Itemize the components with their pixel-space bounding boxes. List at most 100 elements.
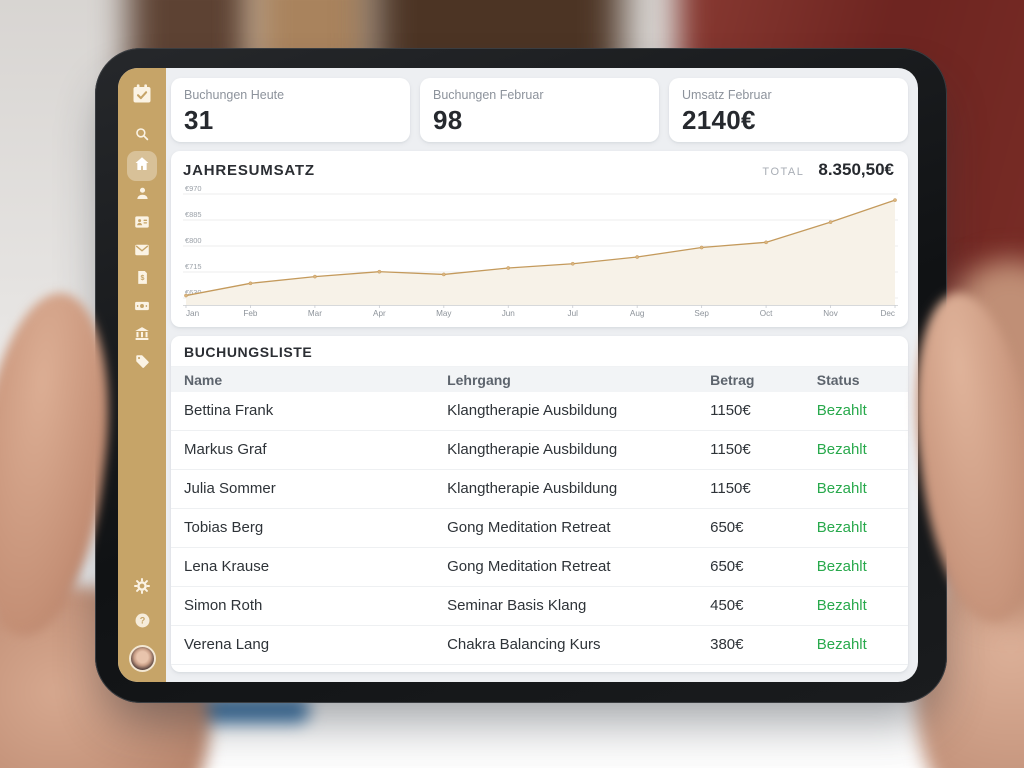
stat-card-bookings-month: Buchungen Februar 98: [420, 78, 659, 142]
svg-text:Sep: Sep: [694, 309, 709, 318]
sidebar-item-settings[interactable]: [127, 575, 157, 601]
booking-name: Bettina Frank: [184, 402, 274, 419]
svg-text:Feb: Feb: [243, 309, 258, 318]
booking-amount: 1150€: [710, 402, 751, 419]
stat-label: Buchungen Heute: [184, 88, 285, 102]
profile-avatar[interactable]: [128, 645, 156, 672]
booking-amount: 380€: [710, 636, 744, 653]
booking-status: Bezahlt: [816, 480, 867, 497]
table-header-row: Name Lehrgang Betrag Status: [171, 367, 908, 392]
chart-total: TOTAL 8.350,50€: [762, 160, 894, 180]
gear-icon: [133, 577, 151, 600]
booking-course: Klangtherapie Ausbildung: [447, 402, 618, 419]
booking-course: Chakra Balancing Kurs: [447, 636, 601, 653]
svg-text:Mar: Mar: [308, 309, 322, 318]
booking-course: Klangtherapie Ausbildung: [447, 480, 618, 497]
stat-value: 2140€: [682, 105, 756, 135]
bank-icon: [133, 325, 151, 348]
total-label: TOTAL: [762, 166, 805, 178]
sidebar-item-contacts[interactable]: [127, 211, 157, 237]
booking-status: Bezahlt: [816, 402, 867, 419]
stat-label: Umsatz Februar: [682, 88, 772, 102]
sidebar-item-invoices[interactable]: $: [127, 267, 157, 293]
booking-amount: 1150€: [710, 441, 751, 458]
sidebar-item-mail[interactable]: [127, 239, 157, 265]
svg-text:€885: €885: [185, 210, 202, 219]
tablet-device: $: [95, 48, 947, 703]
sidebar-item-tags[interactable]: [127, 351, 157, 377]
booking-status: Bezahlt: [816, 597, 867, 614]
table-row[interactable]: Julia Sommer Klangtherapie Ausbildung 1150…: [171, 470, 908, 509]
booking-name: Simon Roth: [184, 597, 263, 614]
chart-plot: €630 €715 €800 €885 €970 Jan Feb Mar Apr May Jun Ju…: [183, 185, 898, 325]
contact-card-icon: [133, 213, 151, 236]
svg-text:Apr: Apr: [373, 309, 386, 318]
booking-course: Klangtherapie Ausbildung: [447, 441, 618, 458]
booking-course: Gong Meditation Retreat: [447, 519, 611, 536]
booking-amount: 1150€: [710, 480, 751, 497]
table-row[interactable]: Bettina Frank Klangtherapie Ausbildung 115…: [171, 392, 908, 431]
svg-text:?: ?: [139, 616, 145, 626]
revenue-area-chart: €630 €715 €800 €885 €970 Jan Feb Mar Apr May Jun Ju…: [183, 185, 898, 318]
booking-status: Bezahlt: [816, 441, 867, 458]
sidebar-item-search[interactable]: [127, 123, 157, 149]
svg-text:Nov: Nov: [823, 309, 838, 318]
sidebar-bottom: ?: [127, 575, 157, 672]
calendar-check-logo-icon[interactable]: [129, 81, 155, 107]
booking-amount: 650€: [710, 519, 744, 536]
booking-name: Tobias Berg: [184, 519, 264, 536]
booking-name: Julia Sommer: [184, 480, 276, 497]
banknote-icon: [133, 297, 151, 320]
svg-text:$: $: [140, 274, 144, 282]
booking-table-body: Bettina Frank Klangtherapie Ausbildung 115…: [171, 392, 908, 672]
column-header-course: Lehrgang: [447, 371, 511, 388]
stat-value: 98: [433, 105, 463, 135]
svg-text:Aug: Aug: [630, 309, 645, 318]
stat-label: Buchungen Februar: [433, 88, 544, 102]
invoice-icon: $: [134, 269, 151, 291]
svg-text:Oct: Oct: [760, 309, 773, 318]
user-icon: [134, 185, 151, 207]
stat-card-bookings-today: Buchungen Heute 31: [171, 78, 410, 142]
booking-list-card: BUCHUNGSLISTE Name Lehrgang Betrag Statu…: [171, 336, 908, 672]
chart-header: JAHRESUMSATZ TOTAL 8.350,50€: [183, 160, 898, 180]
booking-name: Lena Krause: [184, 558, 270, 575]
booking-amount: 450€: [710, 597, 744, 614]
sidebar-item-help[interactable]: ?: [127, 610, 157, 636]
booking-course: Gong Meditation Retreat: [447, 558, 611, 575]
booking-status: Bezahlt: [816, 636, 867, 653]
column-header-amount: Betrag: [710, 371, 755, 388]
table-row[interactable]: Tobias Berg Gong Meditation Retreat 650€ Be…: [171, 509, 908, 548]
chart-title: JAHRESUMSATZ: [183, 162, 315, 179]
booking-name: Markus Graf: [184, 441, 267, 458]
column-header-status: Status: [816, 371, 860, 388]
svg-text:€630: €630: [185, 288, 202, 297]
column-header-name: Name: [184, 371, 223, 388]
sidebar-item-bank[interactable]: [127, 323, 157, 349]
booking-name: Verena Lang: [184, 636, 270, 653]
booking-status: Bezahlt: [816, 558, 867, 575]
mail-icon: [133, 241, 151, 264]
stat-cards-row: Buchungen Heute 31 Buchungen Februar 98 …: [171, 78, 908, 142]
total-value: 8.350,50€: [818, 160, 894, 179]
dashboard-main: Buchungen Heute 31 Buchungen Februar 98 …: [166, 68, 918, 682]
table-title: BUCHUNGSLISTE: [171, 336, 908, 367]
table-row[interactable]: Verena Lang Chakra Balancing Kurs 380€ Beza…: [171, 626, 908, 665]
svg-text:Jul: Jul: [568, 309, 579, 318]
sidebar-item-home[interactable]: [127, 151, 157, 181]
table-row[interactable]: Markus Graf Klangtherapie Ausbildung 1150€…: [171, 431, 908, 470]
sidebar-item-clients[interactable]: [127, 183, 157, 209]
search-icon: [133, 125, 151, 148]
booking-status: Bezahlt: [816, 519, 867, 536]
tag-icon: [134, 353, 151, 375]
stat-value: 31: [184, 105, 214, 135]
svg-text:Jan: Jan: [186, 309, 200, 318]
sidebar-item-payments[interactable]: [127, 295, 157, 321]
table-row[interactable]: Lena Krause Gong Meditation Retreat 650€ Be…: [171, 548, 908, 587]
svg-text:€800: €800: [185, 236, 202, 245]
sidebar: $: [118, 68, 166, 682]
svg-text:€970: €970: [185, 185, 202, 193]
sidebar-nav: $: [127, 123, 157, 377]
table-row[interactable]: Simon Roth Seminar Basis Klang 450€ Bezahlt: [171, 587, 908, 626]
